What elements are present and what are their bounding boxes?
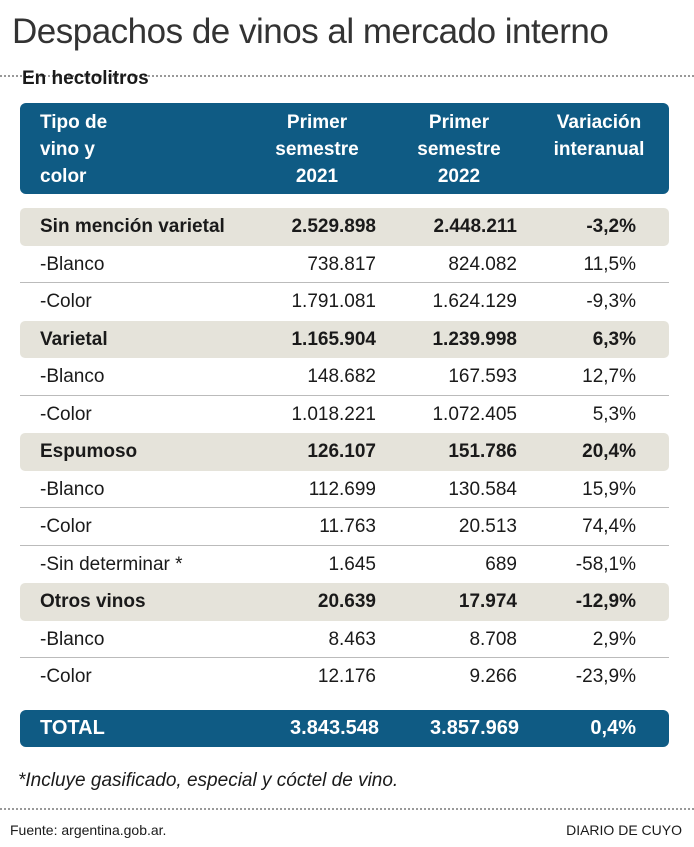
header-2021: Primer semestre 2021 — [275, 112, 359, 187]
value-2021: 1.791.081 — [291, 291, 376, 312]
page-title: Despachos de vinos al mercado interno — [12, 12, 609, 51]
divider — [0, 75, 694, 77]
row-label: -Color — [40, 291, 92, 312]
table-row: -Blanco 112.699 130.584 15,9% — [20, 471, 669, 508]
row-label: -Color — [40, 516, 92, 537]
row-label: -Color — [40, 403, 92, 425]
total-2021: 3.843.548 — [290, 717, 379, 739]
value-variacion: -58,1% — [575, 553, 636, 575]
value-variacion: -3,2% — [586, 216, 636, 237]
table-row: -Color 1.018.221 1.072.405 5,3% — [20, 396, 669, 434]
table-row: -Color 12.176 9.266 -23,9% — [20, 658, 669, 696]
value-2022: 1.072.405 — [432, 403, 517, 425]
value-2021: 11.763 — [319, 516, 376, 537]
table-row: -Color 11.763 20.513 74,4% — [20, 508, 669, 546]
value-variacion: 11,5% — [583, 253, 636, 275]
value-2022: 689 — [485, 553, 517, 575]
value-2021: 1.645 — [328, 553, 376, 575]
value-2021: 20.639 — [317, 591, 376, 612]
footnote: *Incluye gasificado, especial y cóctel d… — [18, 770, 399, 791]
table-row: -Color 1.791.081 1.624.129 -9,3% — [20, 283, 669, 321]
value-2021: 148.682 — [307, 366, 376, 387]
value-variacion: -12,9% — [575, 591, 636, 612]
header-tipo: Tipo de vino y color — [40, 112, 108, 187]
row-label: Otros vinos — [40, 591, 146, 612]
value-2021: 112.699 — [308, 478, 376, 500]
value-variacion: 12,7% — [582, 366, 636, 387]
value-2021: 1.018.221 — [291, 403, 376, 425]
table-row: -Blanco 148.682 167.593 12,7% — [20, 358, 669, 396]
value-2022: 8.708 — [469, 628, 517, 650]
table-group-row: Espumoso 126.107 151.786 20,4% — [20, 433, 669, 471]
value-2022: 151.786 — [448, 441, 517, 462]
value-2021: 126.107 — [307, 441, 376, 462]
row-label: -Color — [40, 666, 92, 687]
total-label: TOTAL — [40, 717, 105, 739]
table-group-row: Varietal 1.165.904 1.239.998 6,3% — [20, 320, 669, 358]
value-2022: 167.593 — [448, 366, 517, 387]
value-variacion: -9,3% — [586, 291, 636, 312]
row-label: Sin mención varietal — [40, 216, 225, 237]
value-2022: 2.448.211 — [433, 216, 517, 237]
row-label: -Sin determinar * — [40, 553, 183, 575]
row-label: Espumoso — [40, 441, 138, 462]
value-variacion: -23,9% — [575, 666, 636, 687]
value-variacion: 74,4% — [582, 516, 636, 537]
row-label: -Blanco — [40, 253, 105, 275]
header-variacion: Variación interanual — [553, 112, 645, 160]
header-2022: Primer semestre 2022 — [417, 112, 501, 187]
value-2021: 12.176 — [317, 666, 376, 687]
row-label: -Blanco — [40, 478, 105, 500]
value-2022: 20.513 — [458, 516, 517, 537]
table-group-row: Sin mención varietal 2.529.898 2.448.211 -3… — [20, 208, 669, 246]
value-2021: 8.463 — [328, 628, 376, 650]
table-row: -Blanco 8.463 8.708 2,9% — [20, 621, 669, 658]
value-2021: 1.165.904 — [291, 328, 376, 350]
row-label: -Blanco — [40, 366, 105, 387]
value-2022: 9.266 — [469, 666, 517, 687]
value-2021: 2.529.898 — [291, 216, 376, 237]
value-2022: 17.974 — [458, 591, 517, 612]
divider — [0, 808, 694, 810]
value-variacion: 20,4% — [582, 441, 636, 462]
row-label: -Blanco — [40, 628, 105, 650]
value-2022: 1.624.129 — [432, 291, 517, 312]
value-variacion: 2,9% — [592, 628, 636, 650]
total-row: TOTAL 3.843.548 3.857.969 0,4% — [20, 710, 669, 747]
table-body: Sin mención varietal 2.529.898 2.448.211 -3… — [20, 208, 669, 696]
value-variacion: 5,3% — [592, 403, 636, 425]
row-label: Varietal — [40, 328, 108, 350]
value-2021: 738.817 — [307, 253, 376, 275]
brand: DIARIO DE CUYO — [566, 822, 682, 838]
value-variacion: 6,3% — [592, 328, 636, 350]
value-2022: 130.584 — [448, 478, 517, 500]
value-2022: 824.082 — [448, 253, 517, 275]
table-group-row: Otros vinos 20.639 17.974 -12,9% — [20, 583, 669, 621]
table-row: -Sin determinar * 1.645 689 -58,1% — [20, 546, 669, 584]
total-2022: 3.857.969 — [430, 717, 519, 739]
subtitle: En hectolitros — [22, 68, 149, 89]
value-2022: 1.239.998 — [432, 328, 517, 350]
table-header: Tipo de vino y color Primer semestre 202… — [20, 103, 669, 194]
source: Fuente: argentina.gob.ar. — [10, 822, 167, 838]
table-row: -Blanco 738.817 824.082 11,5% — [20, 246, 669, 283]
total-variacion: 0,4% — [590, 717, 636, 739]
value-variacion: 15,9% — [582, 478, 636, 500]
